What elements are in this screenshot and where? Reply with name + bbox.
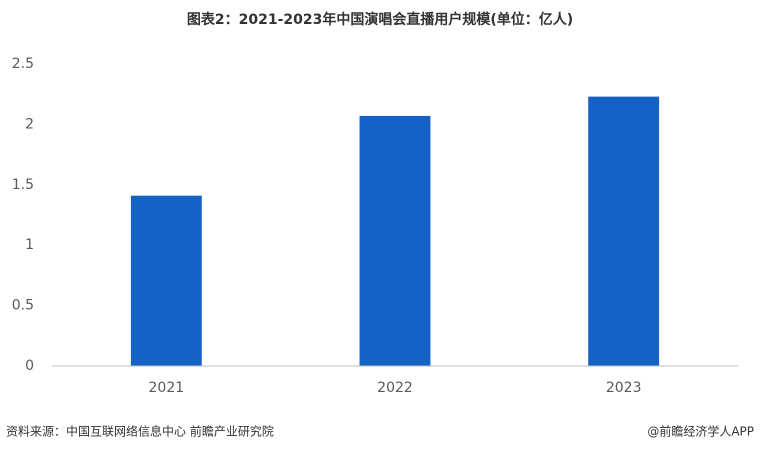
y-tick-label: 2.5 [12, 56, 34, 72]
y-tick-label: 1 [25, 237, 34, 253]
y-tick-label: 1.5 [12, 177, 34, 193]
bar [359, 115, 431, 366]
y-tick-label: 0.5 [12, 298, 34, 314]
source-note: 资料来源：中国互联网络信息中心 前瞻产业研究院 [6, 424, 274, 439]
y-tick-label: 2 [25, 116, 34, 132]
y-tick-label: 0 [25, 358, 34, 374]
x-tick-label: 2023 [606, 380, 642, 396]
credit: @前瞻经济学人APP [647, 424, 754, 439]
bar [130, 195, 202, 366]
chart-title: 图表2：2021-2023年中国演唱会直播用户规模(单位：亿人) [187, 11, 573, 28]
x-tick-label: 2021 [149, 380, 185, 396]
bar [588, 96, 660, 366]
x-tick-label: 2022 [377, 380, 413, 396]
